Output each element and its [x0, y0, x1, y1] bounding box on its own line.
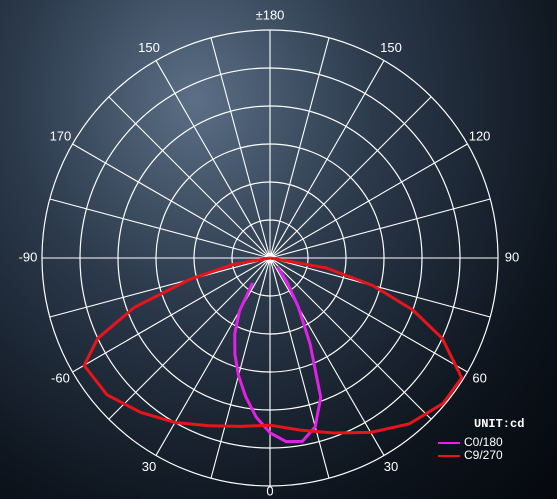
- angle-label: -90: [19, 249, 38, 264]
- grid-spoke: [108, 257, 271, 420]
- grid-spoke: [269, 198, 491, 259]
- angle-label: 30: [142, 459, 156, 474]
- angle-label: 170: [50, 128, 72, 143]
- grid-spoke: [269, 257, 491, 318]
- angle-label: 150: [380, 40, 402, 55]
- angle-label: 60: [472, 370, 486, 385]
- legend-label: C9/270: [464, 448, 503, 462]
- angle-label: -60: [51, 370, 70, 385]
- angle-label: 30: [384, 459, 398, 474]
- grid-spoke: [269, 257, 432, 420]
- series-line: [82, 256, 464, 435]
- angle-label: 90: [505, 249, 519, 264]
- angle-label: ±180: [256, 7, 285, 22]
- angle-label: 120: [469, 128, 491, 143]
- grid-spoke: [49, 198, 271, 259]
- grid-spoke: [269, 143, 468, 259]
- angle-label: 0: [266, 483, 273, 498]
- series-line: [233, 265, 323, 444]
- legend-label: C0/180: [464, 435, 503, 449]
- grid-spoke: [210, 37, 271, 259]
- grid-spoke: [210, 257, 271, 479]
- grid-spoke: [269, 37, 330, 259]
- grid-spoke: [72, 257, 271, 373]
- grid-spoke: [269, 96, 432, 259]
- grid-spoke: [269, 257, 468, 373]
- angle-label: 150: [138, 40, 160, 55]
- grid-spoke: [72, 143, 271, 259]
- grid-spoke: [269, 60, 385, 259]
- grid-spoke: [49, 257, 271, 318]
- grid-spoke: [269, 257, 330, 479]
- grid-spoke: [108, 96, 271, 259]
- grid-spoke: [155, 60, 271, 259]
- grid-spoke: [269, 257, 385, 456]
- unit-label: UNIT:cd: [474, 417, 524, 431]
